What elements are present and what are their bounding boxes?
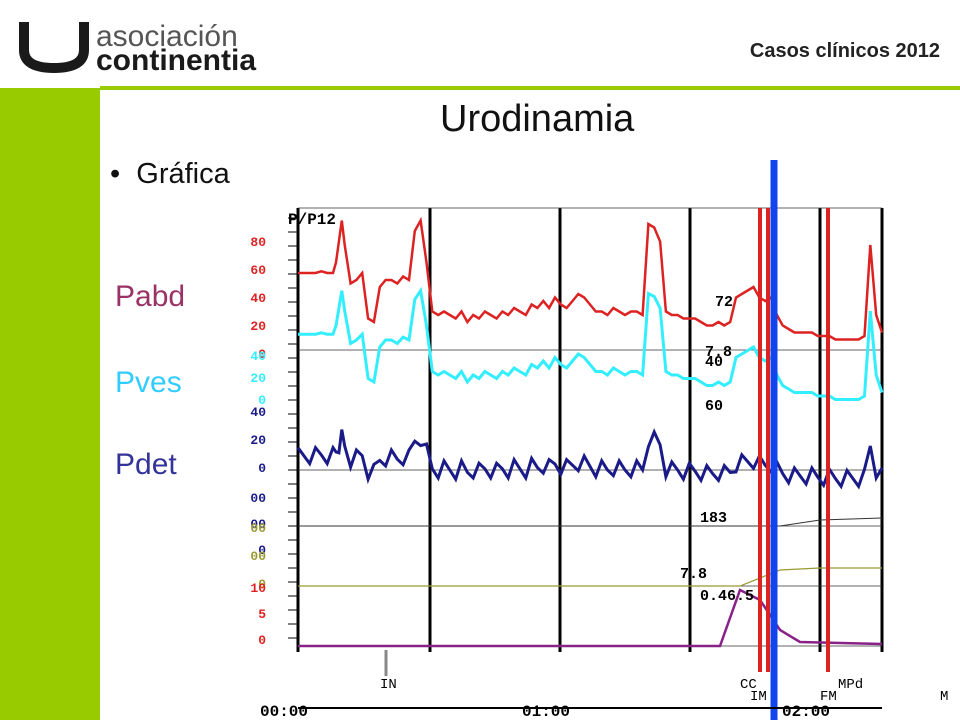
bullet-dot: •	[110, 158, 137, 190]
trace-infused	[298, 567, 882, 587]
series-label-pves: Pves	[115, 366, 182, 399]
chart-traces	[296, 216, 884, 648]
pves-tick-label: 40	[250, 349, 266, 364]
chart-time-axis: 00:00 01:00 02:00	[260, 703, 882, 720]
bullet-text: Gráfica	[136, 158, 230, 190]
series-label-pabd: Pabd	[115, 280, 186, 313]
event-mark-label: IM	[750, 689, 767, 705]
pves-tick-label: 20	[250, 371, 266, 386]
pabd-tick-label: 20	[250, 319, 266, 334]
event-mark-label: IN	[380, 677, 397, 693]
qura-tick-label: 0	[258, 633, 266, 648]
pabd-tick-label: 60	[250, 263, 266, 278]
chart-annotation: 40	[705, 354, 723, 371]
pabd-tick-label: 0	[258, 347, 266, 362]
time-tick-label: 01:00	[522, 703, 570, 720]
trace-pdet	[296, 428, 884, 490]
pdet-tick-label: 20	[250, 433, 266, 448]
qura-tick-label: 5	[258, 607, 266, 622]
slide-title: Urodinamia	[440, 98, 635, 140]
logo-text-continentia: continentia	[96, 44, 257, 77]
pabd-tick-label: 40	[250, 291, 266, 306]
trace-pves	[298, 286, 884, 401]
logo-text-asociacion: asociación	[96, 20, 238, 53]
series-label-pdet: Pdet	[115, 448, 177, 481]
trace-volume	[298, 517, 883, 527]
flow-tick-label: 00	[250, 517, 266, 532]
chart-annotation: 0.46.5	[700, 588, 754, 605]
chart-annotation: 72	[715, 294, 733, 311]
pabd-tick-label: 80	[250, 235, 266, 250]
pdet-tick-label: 0	[258, 461, 266, 476]
pdet-tick-label: 40	[250, 405, 266, 420]
chart-markers	[384, 160, 830, 720]
chart-annotation: 7.8	[680, 566, 707, 583]
chart-annotation: 7.8	[705, 344, 732, 361]
event-title: Casos clínicos 2012	[749, 40, 940, 62]
flow-tick-label: 00	[250, 491, 266, 506]
qura-tick-label: 10	[250, 581, 266, 596]
event-mark-label: MPd	[838, 677, 863, 693]
trace-flow	[298, 588, 883, 648]
pves-tick-label: 0	[258, 393, 266, 408]
volume-tick-label: 0	[258, 577, 266, 592]
trace-pabd	[298, 216, 884, 341]
time-tick-label: 02:00	[782, 703, 830, 720]
channel-header: P/P12	[288, 211, 336, 229]
bullet-item: • Gráfica	[110, 158, 230, 191]
volume-tick-label: 00	[250, 549, 266, 564]
header-divider	[100, 86, 960, 90]
continentia-logo: asociación continentia	[18, 20, 278, 77]
time-tick-label: 00:00	[260, 703, 308, 720]
flow-tick-label: 0	[258, 543, 266, 558]
event-mark-label: M	[940, 689, 948, 705]
event-mark-label: CC	[740, 677, 757, 693]
volume-tick-label: 00	[250, 521, 266, 536]
logo-u-mark-icon	[19, 21, 89, 74]
chart-annotation: 183	[700, 510, 727, 527]
chart-annotation: 60	[705, 398, 723, 415]
accent-sidebar	[0, 88, 100, 720]
event-mark-label: FM	[820, 689, 837, 705]
